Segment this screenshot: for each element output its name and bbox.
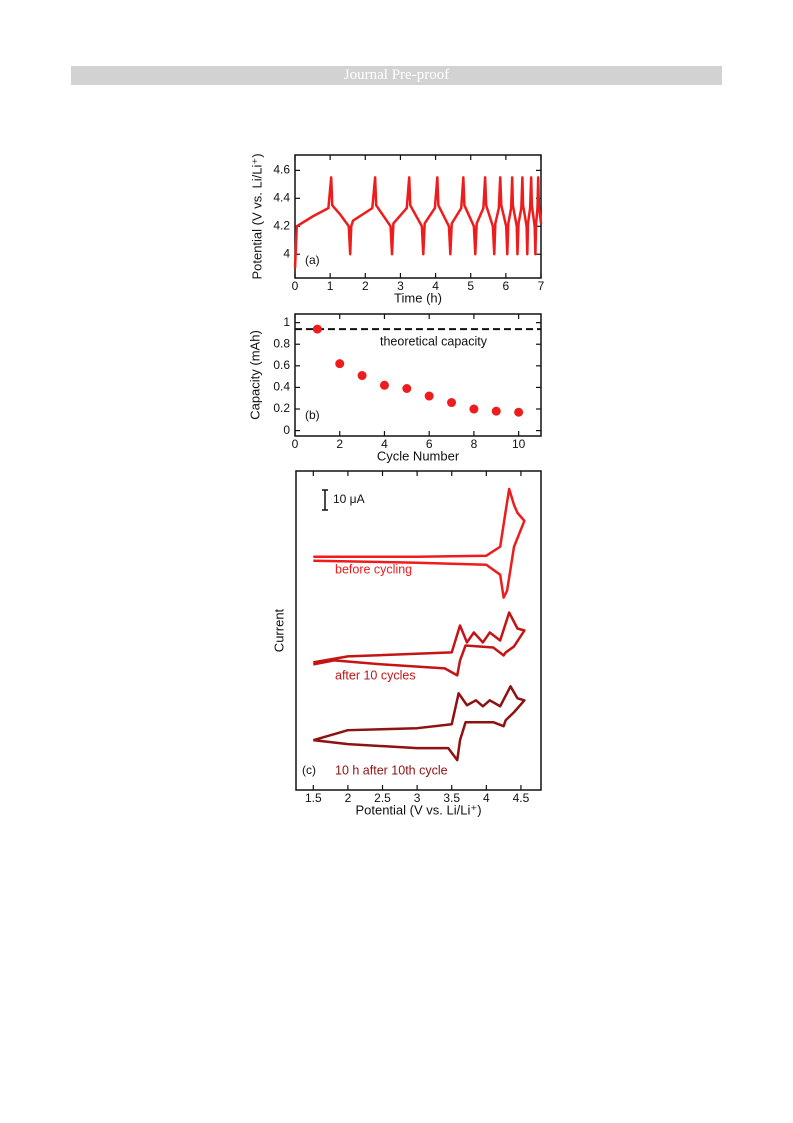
y-tick-label: 1 bbox=[283, 315, 290, 329]
panel-label: (b) bbox=[305, 408, 320, 422]
y-tick-label: 4.2 bbox=[273, 218, 290, 232]
x-tick-label: 4.5 bbox=[513, 791, 530, 805]
x-tick-label: 7 bbox=[538, 279, 545, 293]
y-tick-label: 0.2 bbox=[273, 401, 290, 415]
x-tick-label: 3.5 bbox=[443, 791, 460, 805]
x-tick-label: 10 bbox=[512, 437, 526, 451]
x-axis-label: Potential (V vs. Li/Li⁺) bbox=[355, 802, 481, 817]
x-tick-label: 3 bbox=[397, 279, 404, 293]
x-tick-label: 8 bbox=[471, 437, 478, 451]
x-tick-label: 4 bbox=[483, 791, 490, 805]
x-tick-label: 6 bbox=[426, 437, 433, 451]
cv-curve bbox=[313, 611, 526, 677]
x-tick-label: 5 bbox=[467, 279, 474, 293]
y-axis-label: Potential (V vs. Li/Li⁺) bbox=[249, 153, 264, 279]
y-tick-label: 0 bbox=[283, 423, 290, 437]
header-banner: Journal Pre-proof bbox=[71, 66, 722, 85]
x-tick-label: 1 bbox=[327, 279, 334, 293]
series-label: 10 h after 10th cycle bbox=[335, 763, 448, 777]
x-tick-label: 2 bbox=[345, 791, 352, 805]
x-tick-label: 2 bbox=[362, 279, 369, 293]
x-tick-label: 4 bbox=[432, 279, 439, 293]
y-tick-label: 4 bbox=[283, 246, 290, 260]
reference-label: theoretical capacity bbox=[380, 334, 488, 348]
data-point bbox=[402, 383, 412, 393]
data-point bbox=[447, 398, 457, 408]
data-point bbox=[312, 324, 322, 334]
scale-bar bbox=[322, 489, 328, 511]
cv-curve bbox=[312, 685, 526, 762]
data-point bbox=[514, 407, 524, 417]
y-axis-label: Current bbox=[271, 608, 286, 652]
potential-line bbox=[293, 176, 543, 269]
data-point bbox=[491, 406, 501, 416]
y-tick-label: 4.4 bbox=[273, 191, 290, 205]
x-tick-label: 0 bbox=[292, 279, 299, 293]
scale-bar-label: 10 μA bbox=[333, 492, 365, 506]
x-tick-label: 4 bbox=[381, 437, 388, 451]
panel-label: (c) bbox=[302, 763, 316, 777]
x-tick-label: 2 bbox=[336, 437, 343, 451]
y-tick-label: 0.8 bbox=[273, 336, 290, 350]
x-axis-label: Time (h) bbox=[394, 290, 442, 305]
data-point bbox=[335, 359, 345, 369]
x-tick-label: 1.5 bbox=[305, 791, 322, 805]
plot-frame bbox=[295, 470, 542, 791]
x-axis-label: Cycle Number bbox=[377, 448, 460, 463]
series-label: after 10 cycles bbox=[335, 668, 416, 682]
data-point bbox=[469, 404, 479, 414]
y-axis-label: Capacity (mAh) bbox=[247, 330, 262, 420]
x-tick-label: 3 bbox=[414, 791, 421, 805]
plot-frame bbox=[294, 313, 542, 437]
x-tick-label: 2.5 bbox=[374, 791, 391, 805]
y-tick-label: 0.6 bbox=[273, 358, 290, 372]
panel-label: (a) bbox=[305, 253, 320, 267]
y-tick-label: 4.6 bbox=[273, 163, 290, 177]
x-tick-label: 6 bbox=[503, 279, 510, 293]
cv-curve bbox=[313, 487, 526, 599]
data-point bbox=[357, 371, 367, 381]
series-label: before cycling bbox=[335, 562, 412, 576]
data-point bbox=[424, 391, 434, 401]
data-point bbox=[379, 380, 389, 390]
y-tick-label: 0.4 bbox=[273, 380, 290, 394]
x-tick-label: 0 bbox=[292, 437, 299, 451]
